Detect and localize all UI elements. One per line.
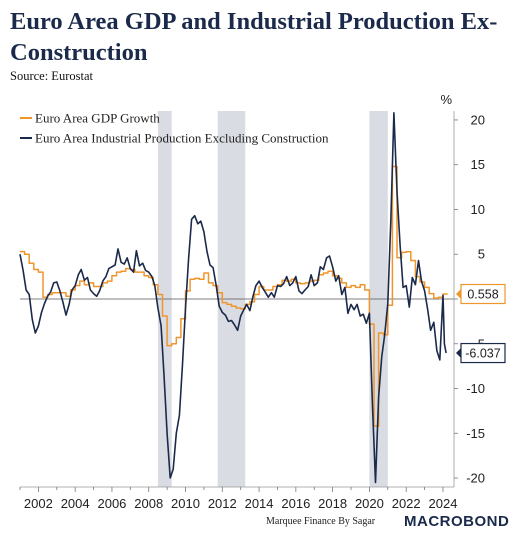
series-line-industrial-production — [19, 112, 447, 484]
x-tick-label: 2014 — [245, 496, 274, 511]
x-tick-label: 2020 — [355, 496, 384, 511]
chart-title: Euro Area GDP and Industrial Production … — [10, 8, 498, 66]
y-tick-label: 5 — [478, 247, 485, 262]
chart-source: Source: Eurostat — [10, 69, 93, 83]
y-tick-label: 10 — [471, 202, 485, 217]
x-tick-label: 2002 — [24, 496, 53, 511]
x-axis: 2002 2004 2006 2008 2010 2012 2014 2016 2018 2020… — [19, 486, 458, 511]
x-tick-label: 2024 — [429, 496, 458, 511]
y-axis-unit-label: % — [440, 92, 452, 107]
y-tick-label: -20 — [466, 471, 485, 486]
legend-label-ip: Euro Area Industrial Production Excludin… — [35, 131, 329, 146]
x-tick-label: 2018 — [318, 496, 347, 511]
footer-credit: Marquee Finance By Sagar — [266, 516, 376, 527]
legend-label-gdp: Euro Area GDP Growth — [35, 111, 160, 126]
last-value-label-gdp: 0.558 — [467, 288, 498, 302]
x-tick-label: 2016 — [281, 496, 310, 511]
x-tick-label: 2004 — [61, 496, 90, 511]
x-tick-label: 2006 — [97, 496, 126, 511]
callout-box-gdp — [460, 283, 506, 305]
y-tick-label: 20 — [471, 112, 485, 127]
x-tick-label: 2010 — [171, 496, 200, 511]
y-tick-label: 15 — [471, 157, 485, 172]
callout-pointer-gdp — [456, 289, 461, 299]
y-tick-label: -10 — [466, 381, 485, 396]
x-tick-label: 2012 — [208, 496, 237, 511]
series-line-gdp-growth — [20, 165, 448, 427]
series-lines — [19, 112, 448, 484]
brand-logo: MACROBOND — [404, 513, 510, 530]
x-tick-label: 2022 — [392, 496, 421, 511]
last-value-label-ip: -6.037 — [465, 347, 500, 361]
x-tick-label: 2008 — [134, 496, 163, 511]
callout-box-ip — [460, 342, 506, 364]
y-tick-label: -15 — [466, 426, 485, 441]
legend: Euro Area GDP Growth Euro Area Industrial… — [20, 111, 329, 146]
callout-pointer-ip — [456, 348, 461, 358]
last-value-callouts: 0.558 -6.037 — [456, 283, 506, 364]
